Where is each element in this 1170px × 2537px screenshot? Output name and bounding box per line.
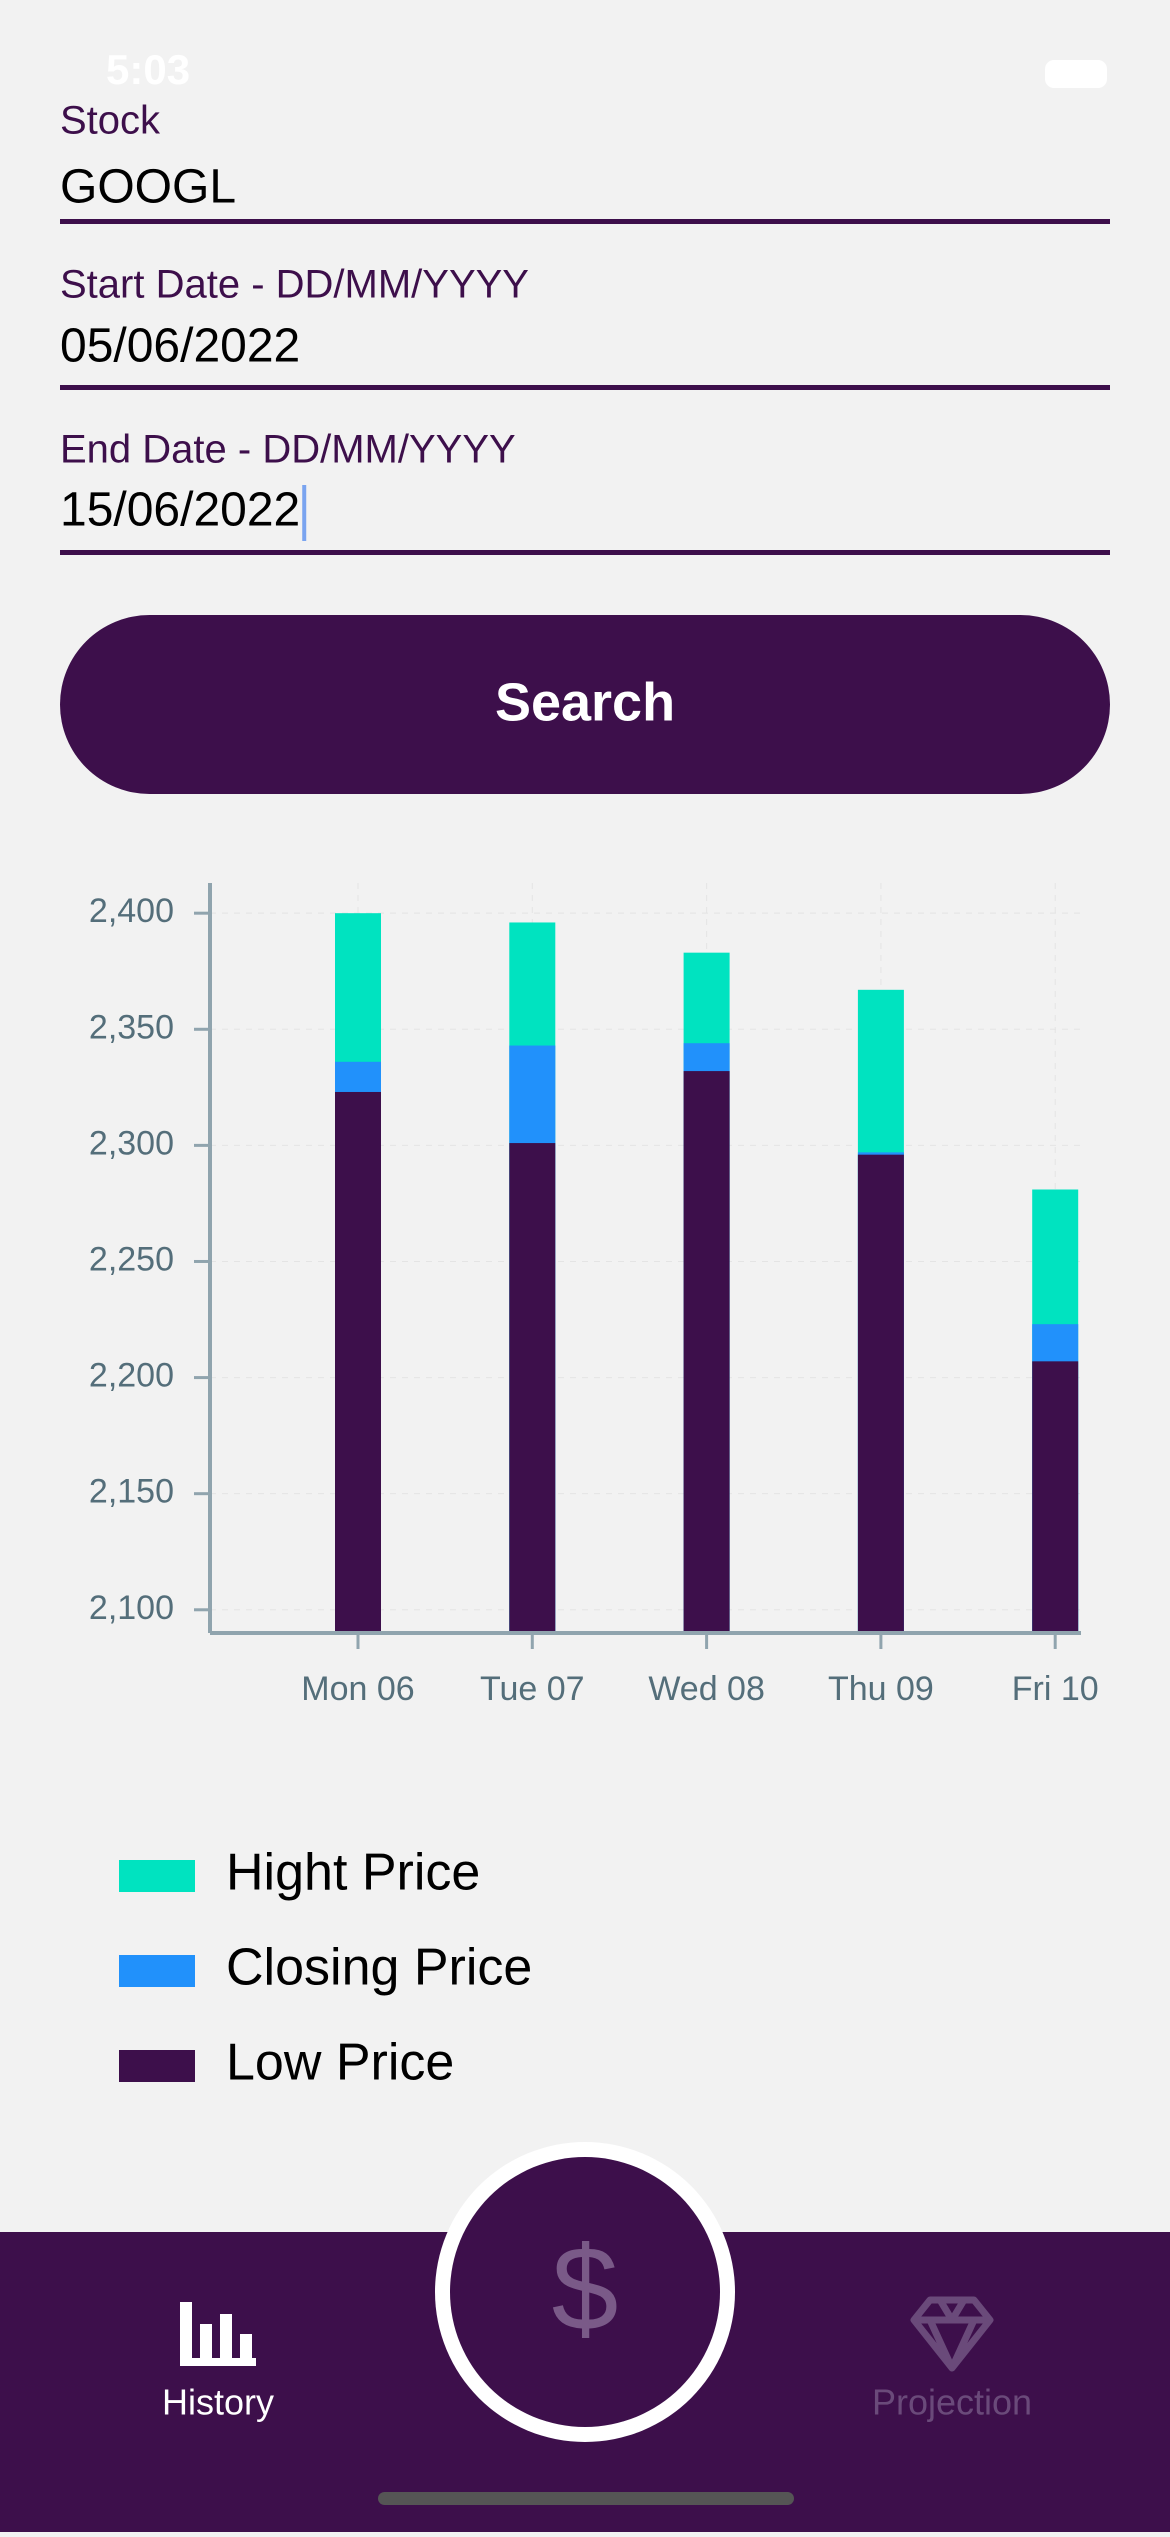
field-label: End Date - DD/MM/YYYY [60, 428, 516, 472]
projection-icon[interactable] [910, 2296, 994, 2372]
field-label: Stock [60, 99, 161, 143]
bar [509, 1143, 556, 1633]
legend-label: Hight Price [226, 1844, 480, 1902]
y-tick-label: 2,200 [89, 1357, 174, 1395]
tab-label[interactable]: Projection [872, 2382, 1032, 2423]
legend-swatch [119, 2050, 195, 2082]
x-tick-label: Wed 08 [648, 1670, 765, 1708]
center-button[interactable] [450, 2157, 720, 2427]
field-underline [60, 385, 1110, 390]
bar [683, 1071, 730, 1633]
field-underline [60, 219, 1110, 224]
field-value[interactable]: 15/06/2022 [60, 484, 300, 537]
status-time: 5:03 [106, 46, 190, 93]
home-indicator [378, 2492, 794, 2505]
field-value[interactable]: 05/06/2022 [60, 320, 300, 373]
field-value[interactable]: GOOGL [60, 161, 236, 214]
legend-swatch [119, 1860, 195, 1892]
legend-label: Low Price [226, 2034, 454, 2092]
x-tick-label: Fri 10 [1012, 1670, 1099, 1708]
legend: Hight Price Closing Price Low Price [119, 1844, 532, 2092]
history-icon[interactable] [180, 2302, 256, 2366]
x-tick-label: Tue 07 [480, 1670, 585, 1708]
center-icon[interactable]: $ [552, 2222, 619, 2356]
x-tick-label: Mon 06 [301, 1670, 414, 1708]
x-tick-label: Thu 09 [828, 1670, 934, 1708]
y-tick-label: 2,100 [89, 1589, 174, 1627]
form: Stock GOOGL Start Date - DD/MM/YYYY 05/06/2… [60, 99, 1110, 555]
bar [1032, 1361, 1079, 1633]
y-tick-label: 2,250 [89, 1240, 174, 1278]
legend-swatch [119, 1955, 195, 1987]
chart: 2,100 2,150 2,200 2,250 2,300 2,350 2,400 Mon 0… [89, 883, 1099, 1708]
field-underline [60, 550, 1110, 555]
search-button[interactable] [60, 615, 1110, 794]
tab-label[interactable]: History [162, 2382, 274, 2423]
y-tick-label: 2,300 [89, 1124, 174, 1162]
y-tick-label: 2,150 [89, 1473, 174, 1511]
search-button-label[interactable]: Search [495, 672, 675, 732]
y-tick-label: 2,400 [89, 892, 174, 930]
text-caret [302, 485, 307, 541]
bar [335, 1091, 381, 1633]
legend-label: Closing Price [226, 1939, 532, 1997]
y-tick-label: 2,350 [89, 1008, 174, 1046]
bar [857, 1154, 904, 1633]
battery-icon [1045, 60, 1107, 88]
field-label: Start Date - DD/MM/YYYY [60, 263, 529, 307]
